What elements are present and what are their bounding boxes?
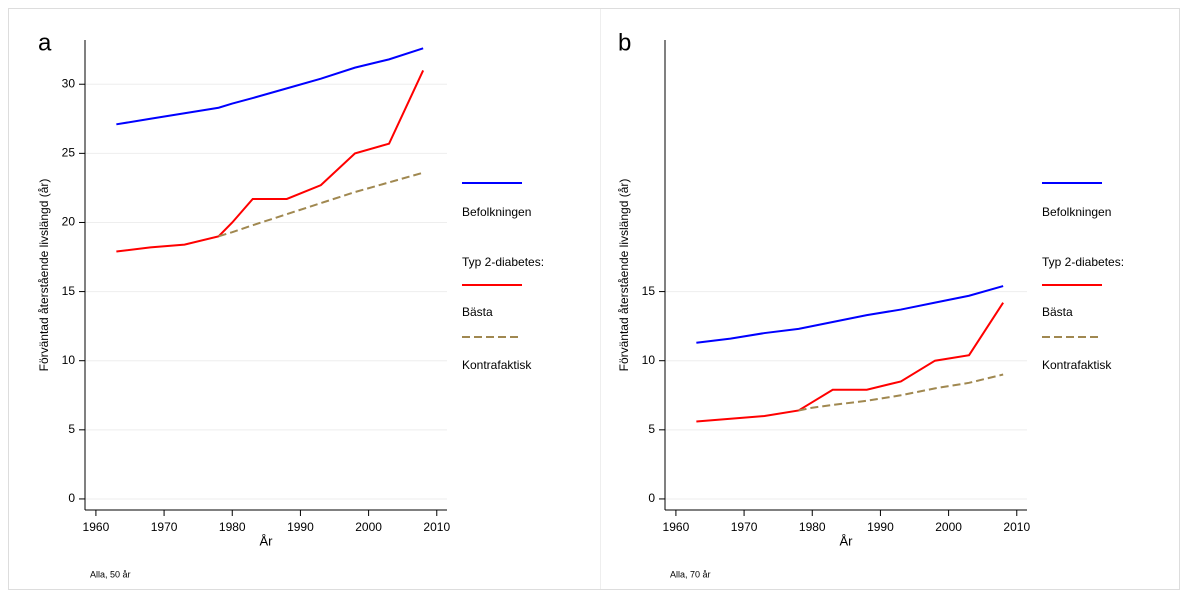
legend-label: Bästa	[462, 305, 493, 319]
y-tick-label: 25	[62, 146, 76, 160]
legend-label: Kontrafaktisk	[462, 358, 532, 372]
y-axis-label: Förväntad återstående livslängd (år)	[37, 179, 51, 372]
series-line	[696, 285, 1004, 344]
x-tick-label: 1980	[799, 520, 826, 534]
note: Alla, 70 år	[670, 569, 711, 579]
x-tick-label: 1960	[83, 520, 110, 534]
panel-label: b	[618, 29, 631, 56]
note: Alla, 50 år	[90, 569, 131, 579]
x-tick-label: 1960	[663, 520, 690, 534]
y-tick-label: 5	[648, 422, 655, 436]
x-tick-label: 1980	[219, 520, 246, 534]
y-tick-label: 0	[648, 491, 655, 505]
x-tick-label: 1990	[867, 520, 894, 534]
series-line	[798, 373, 1004, 412]
series-line	[696, 302, 1004, 423]
legend-label: Befolkningen	[462, 205, 531, 219]
frame	[8, 8, 1180, 590]
x-axis-label: År	[260, 533, 274, 548]
series-line	[116, 47, 424, 126]
x-tick-label: 1970	[731, 520, 758, 534]
y-tick-label: 10	[642, 353, 656, 367]
legend-title: Typ 2-diabetes:	[1042, 255, 1124, 269]
y-tick-label: 10	[62, 353, 76, 367]
x-tick-label: 2000	[935, 520, 962, 534]
y-tick-label: 15	[62, 284, 76, 298]
y-tick-label: 20	[62, 215, 76, 229]
x-tick-label: 2000	[355, 520, 382, 534]
y-tick-label: 0	[68, 491, 75, 505]
x-axis-label: År	[840, 533, 854, 548]
x-tick-label: 2010	[1003, 520, 1030, 534]
y-tick-label: 15	[642, 284, 656, 298]
y-tick-label: 5	[68, 422, 75, 436]
panel-label: a	[38, 29, 52, 56]
x-tick-label: 2010	[423, 520, 450, 534]
x-tick-label: 1990	[287, 520, 314, 534]
y-axis-label: Förväntad återstående livslängd (år)	[617, 179, 631, 372]
legend-label: Bästa	[1042, 305, 1073, 319]
legend-label: Kontrafaktisk	[1042, 358, 1112, 372]
series-line	[218, 171, 424, 238]
legend-label: Befolkningen	[1042, 205, 1111, 219]
series-line	[116, 69, 425, 253]
legend-title: Typ 2-diabetes:	[462, 255, 544, 269]
y-tick-label: 30	[62, 76, 76, 90]
x-tick-label: 1970	[151, 520, 178, 534]
